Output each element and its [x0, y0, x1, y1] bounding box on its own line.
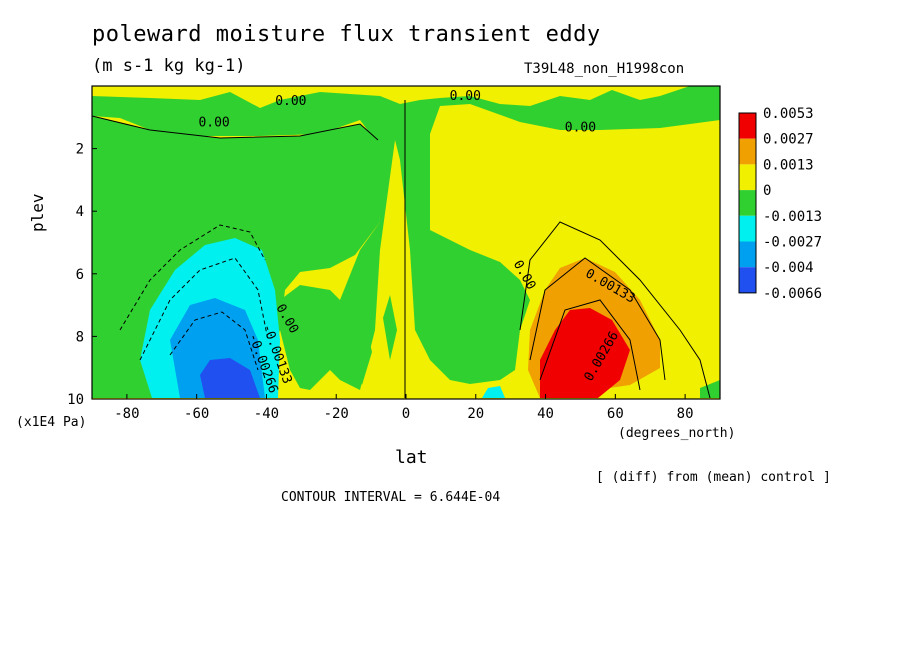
y-tick-label: 6 [76, 267, 84, 283]
x-tick-label: 80 [677, 406, 694, 422]
contour-lines [92, 100, 711, 399]
contour-label: 0.00 [450, 89, 481, 104]
x-axis-unit: (degrees_north) [618, 426, 736, 441]
colorbar-box [739, 241, 756, 268]
contour-zero-upper [92, 115, 379, 141]
green-spike-3 [438, 300, 454, 370]
x-tick-label: 40 [537, 406, 554, 422]
x-tick-label: 20 [467, 406, 484, 422]
colorbar: 0.0053 0.0027 0.0013 0 -0.0013 -0.0027 -0.004 -… [738, 106, 822, 302]
x-tick-label: -80 [114, 406, 139, 422]
colorbar-label: 0 [763, 183, 771, 199]
contour-pos-2 [529, 257, 666, 381]
shaded-field [92, 86, 720, 399]
x-tick-label: -60 [184, 406, 209, 422]
x-axis-label: lat [395, 447, 428, 468]
contour-label: 0.00 [275, 94, 306, 109]
chart-units: (m s-1 kg kg-1) [92, 56, 246, 76]
colorbar-box [739, 138, 756, 165]
y-tick-label: 10 [67, 392, 84, 408]
colorbar-label: -0.0013 [763, 209, 822, 225]
run-label: T39L48_non_H1998con [524, 61, 685, 77]
cyan-small [482, 386, 505, 398]
colorbar-label: 0.0053 [763, 106, 814, 122]
y-tick-label: 8 [76, 329, 84, 345]
colorbar-box [739, 267, 756, 293]
y-tick-label: 2 [76, 142, 84, 158]
green-right-bottom [700, 380, 720, 398]
y-axis-unit: (x1E4 Pa) [16, 415, 87, 430]
y-tick-label: 4 [76, 204, 84, 220]
chart-title: poleward moisture flux transient eddy [92, 22, 601, 47]
colorbar-box [739, 113, 756, 139]
contour-label: 0.00 [198, 116, 229, 131]
contour-pos-1 [519, 221, 711, 399]
green-spike-1 [352, 310, 372, 385]
colorbar-box [739, 215, 756, 242]
colorbar-box [739, 164, 756, 191]
x-tick-label: 60 [607, 406, 624, 422]
green-spike-2 [383, 295, 397, 360]
x-ticks: -80 -60 -40 -20 0 20 40 60 80 [114, 394, 694, 422]
red-region [540, 308, 630, 398]
x-tick-label: -20 [324, 406, 349, 422]
contour-neg-dashed-2 [139, 257, 269, 361]
contour-neg-dashed-1 [119, 224, 266, 331]
colorbar-frame [738, 112, 757, 294]
y-ticks: 2 4 6 8 10 [67, 142, 97, 408]
colorbar-label: -0.0027 [763, 235, 822, 251]
x-tick-label: -40 [254, 406, 279, 422]
darkblue-region [200, 358, 260, 398]
diff-note: [ (diff) from (mean) control ] [596, 470, 831, 485]
colorbar-label: 0.0027 [763, 132, 814, 148]
green-region [92, 86, 720, 390]
colorbar-label: 0.0013 [763, 157, 814, 173]
contour-label: 0.00 [565, 120, 596, 135]
x-tick-label: 0 [402, 406, 410, 422]
colorbar-label: -0.004 [763, 260, 814, 276]
contour-interval: CONTOUR INTERVAL = 6.644E-04 [281, 490, 501, 505]
colorbar-box [739, 190, 756, 216]
contour-neg-dashed-3 [169, 311, 259, 371]
colorbar-label: -0.0066 [763, 286, 822, 302]
contour-pos-3 [539, 299, 641, 391]
